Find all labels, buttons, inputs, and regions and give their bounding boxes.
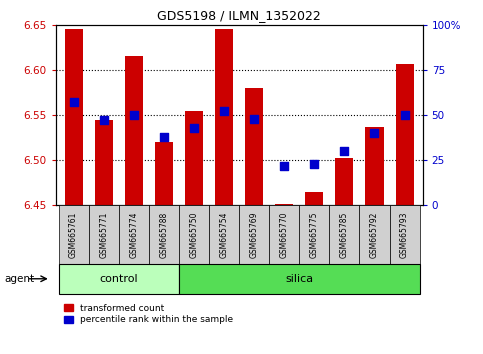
FancyBboxPatch shape xyxy=(269,205,299,264)
FancyBboxPatch shape xyxy=(149,205,179,264)
Bar xyxy=(335,158,354,205)
Bar xyxy=(305,192,323,205)
Bar xyxy=(245,88,263,205)
FancyBboxPatch shape xyxy=(389,205,420,264)
Text: GSM665788: GSM665788 xyxy=(159,211,169,258)
Text: GSM665785: GSM665785 xyxy=(340,211,349,258)
Text: GSM665793: GSM665793 xyxy=(400,211,409,258)
FancyBboxPatch shape xyxy=(179,264,420,294)
Point xyxy=(370,130,378,136)
FancyBboxPatch shape xyxy=(239,205,269,264)
Text: GSM665750: GSM665750 xyxy=(189,211,199,258)
FancyBboxPatch shape xyxy=(299,205,329,264)
FancyBboxPatch shape xyxy=(359,205,389,264)
Bar xyxy=(215,29,233,205)
Bar xyxy=(155,142,173,205)
Text: control: control xyxy=(99,274,138,284)
Point xyxy=(280,163,288,169)
Bar xyxy=(396,64,413,205)
Text: silica: silica xyxy=(285,274,313,284)
FancyBboxPatch shape xyxy=(179,205,209,264)
Point xyxy=(401,112,409,118)
FancyBboxPatch shape xyxy=(329,205,359,264)
Point xyxy=(311,161,318,167)
Point xyxy=(220,109,228,114)
Bar xyxy=(65,29,83,205)
FancyBboxPatch shape xyxy=(89,205,119,264)
Text: GSM665774: GSM665774 xyxy=(129,211,138,258)
Bar xyxy=(125,56,143,205)
Text: GSM665754: GSM665754 xyxy=(220,211,228,258)
FancyBboxPatch shape xyxy=(58,264,179,294)
Bar xyxy=(275,204,293,205)
Point xyxy=(250,116,258,121)
Point xyxy=(100,118,108,123)
Text: GSM665770: GSM665770 xyxy=(280,211,289,258)
FancyBboxPatch shape xyxy=(58,205,89,264)
Point xyxy=(341,148,348,154)
Point xyxy=(160,134,168,139)
Text: GSM665771: GSM665771 xyxy=(99,211,108,258)
Bar xyxy=(366,127,384,205)
FancyBboxPatch shape xyxy=(209,205,239,264)
Point xyxy=(130,112,138,118)
FancyBboxPatch shape xyxy=(119,205,149,264)
Text: GSM665761: GSM665761 xyxy=(69,211,78,258)
Text: GSM665775: GSM665775 xyxy=(310,211,319,258)
Bar xyxy=(95,120,113,205)
Point xyxy=(190,125,198,131)
Point xyxy=(70,99,77,105)
Title: GDS5198 / ILMN_1352022: GDS5198 / ILMN_1352022 xyxy=(157,9,321,22)
Bar xyxy=(185,110,203,205)
Text: GSM665792: GSM665792 xyxy=(370,211,379,258)
Text: agent: agent xyxy=(5,274,35,284)
Legend: transformed count, percentile rank within the sample: transformed count, percentile rank withi… xyxy=(60,300,237,328)
Text: GSM665769: GSM665769 xyxy=(250,211,258,258)
